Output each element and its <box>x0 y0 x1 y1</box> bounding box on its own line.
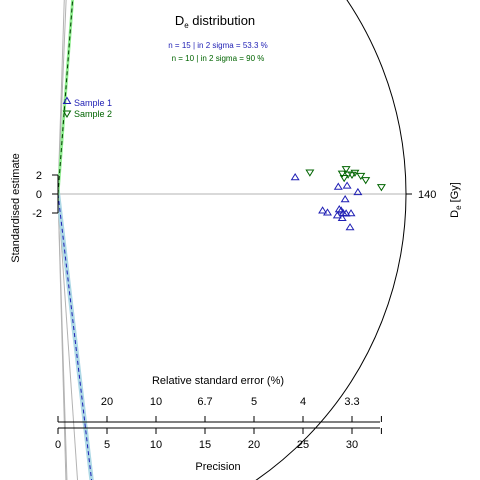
point-sample-2-6 <box>356 172 366 181</box>
de-arc-axis: 19418016014012010095.7 <box>255 0 436 480</box>
point-sample-2-5 <box>347 171 357 179</box>
legend: Sample 1 Sample 2 <box>62 96 112 119</box>
band-sample-2 <box>58 0 75 213</box>
point-sample-1-12 <box>332 211 342 219</box>
point-sample-1-6 <box>322 208 333 216</box>
point-sample-1-13 <box>337 213 347 222</box>
y-tick-label-minus-2: -2 <box>32 208 42 220</box>
x-tick-label-1: 5 <box>104 439 110 451</box>
rse-axis-label: Relative standard error (%) <box>152 375 284 387</box>
point-sample-1-14 <box>345 223 355 231</box>
rse-tick-label-4: 4 <box>300 396 306 408</box>
de-arc <box>255 0 407 480</box>
legend-marker-sample-1 <box>62 96 72 104</box>
point-sample-1-11 <box>346 209 356 217</box>
y-axis: 2 0 -2 Standardised estimate <box>10 153 59 263</box>
grey-line-0 <box>57 0 65 195</box>
de-tick-label-3: 140 <box>418 189 436 201</box>
rse-tick-label-5: 3.3 <box>344 396 359 408</box>
chart-title-rest: distribution <box>189 13 255 28</box>
grey-line-6 <box>57 193 67 480</box>
point-sample-1-4 <box>340 195 350 203</box>
point-sample-2-0 <box>305 169 315 177</box>
x-tick-label-0: 0 <box>55 439 61 451</box>
x-tick-label-3: 15 <box>199 439 211 451</box>
legend-marker-sample-2 <box>62 110 72 118</box>
point-sample-1-2 <box>342 181 352 189</box>
rse-tick-label-2: 6.7 <box>197 396 212 408</box>
legend-label-sample-1: Sample 1 <box>74 98 112 108</box>
chart-title-subscript: e <box>184 21 189 30</box>
rse-tick-label-0: 20 <box>101 396 113 408</box>
y-tick-label-2: 2 <box>36 170 42 182</box>
point-sample-1-10 <box>341 209 351 217</box>
x-tick-label-2: 10 <box>150 439 162 451</box>
point-sample-2-1 <box>341 166 351 174</box>
x-tick-label-6: 30 <box>346 439 358 451</box>
rse-axis: Relative standard error (%) 20 10 6.7 5 4 3.3 <box>57 375 382 423</box>
de-axis-label: De [Gy] <box>449 182 463 218</box>
x-tick-label-5: 25 <box>297 439 309 451</box>
point-sample-2-8 <box>361 177 371 185</box>
chart-title-main: D <box>175 13 184 28</box>
point-sample-1-0 <box>290 173 300 181</box>
chart-title: De distribution <box>175 13 255 30</box>
central-value-lines <box>57 0 93 480</box>
de-axis-label-subscript: e <box>454 205 463 210</box>
stats-sample-1: n = 15 | in 2 sigma = 53.3 % <box>168 41 267 50</box>
point-sample-2-7 <box>339 175 349 183</box>
precision-axis: Precision 0 5 10 15 20 25 30 <box>55 427 382 473</box>
point-sample-2-2 <box>337 170 347 178</box>
y-axis-label: Standardised estimate <box>10 153 22 262</box>
de-axis-label-main: D <box>449 210 461 218</box>
point-sample-1-3 <box>353 187 363 196</box>
grey-line-1 <box>57 0 67 195</box>
x-axis-label: Precision <box>195 461 240 473</box>
point-sample-1-5 <box>318 206 328 214</box>
band-sample-1 <box>58 175 94 480</box>
central-line-sample-1 <box>57 193 93 480</box>
x-tick-label-4: 20 <box>248 439 260 451</box>
y-tick-label-0: 0 <box>36 189 42 201</box>
de-axis-label-rest: [Gy] <box>449 182 461 205</box>
central-line-sample-2 <box>57 0 74 195</box>
rse-tick-label-1: 10 <box>150 396 162 408</box>
confidence-bands <box>58 0 94 480</box>
stats-sample-2: n = 10 | in 2 sigma = 90 % <box>172 54 265 63</box>
point-sample-1-7 <box>334 205 344 213</box>
grey-de-lines <box>57 0 406 480</box>
grey-line-4 <box>57 193 79 480</box>
point-sample-2-9 <box>376 184 386 192</box>
point-sample-1-1 <box>333 182 343 190</box>
data-points <box>290 166 386 231</box>
rse-tick-label-3: 5 <box>251 396 257 408</box>
legend-label-sample-2: Sample 2 <box>74 109 112 119</box>
